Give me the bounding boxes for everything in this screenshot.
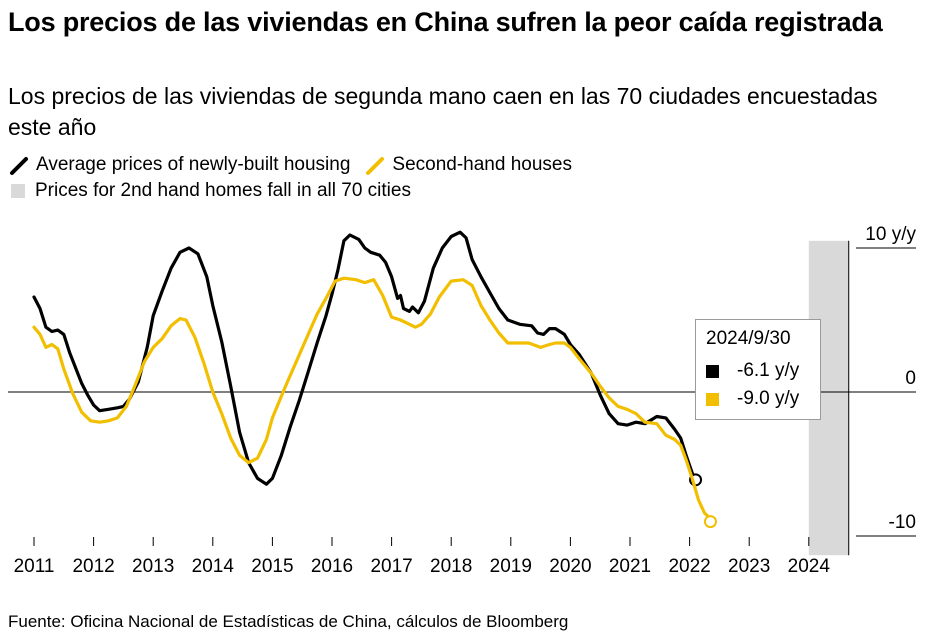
black-square-icon [706,364,719,378]
x-tick-label: 2022 [668,556,710,577]
legend-item-new-homes: Average prices of newly-built housing [8,152,350,178]
x-tick-label: 2017 [370,556,412,577]
tooltip-date: 2024/9/30 [706,328,791,349]
x-tick-label: 2023 [728,556,770,577]
tooltip: 2024/9/30 -6.1 y/y -9.0 y/y [695,319,821,420]
end-marker-second-hand [703,515,717,529]
x-tick-label: 2013 [132,556,174,577]
legend-label-shaded: Prices for 2nd hand homes fall in all 70… [35,180,411,201]
legend: Average prices of newly-built housing Se… [8,152,586,204]
legend-label-second-hand: Second-hand houses [392,154,572,175]
x-tick-label: 2020 [549,556,591,577]
tooltip-value-second-hand: -9.0 y/y [737,388,800,409]
x-tick-label: 2012 [72,556,114,577]
x-tick-label: 2021 [609,556,651,577]
grey-box-icon [11,184,25,198]
yellow-line-icon [364,154,386,176]
x-tick-label: 2011 [14,556,55,577]
y-tick-label: 0 [905,368,916,389]
tooltip-value-new-homes: -6.1 y/y [737,360,800,381]
x-tick-label: 2019 [490,556,532,577]
legend-row-shade: Prices for 2nd hand homes fall in all 70… [8,178,586,204]
y-tick-label: 10 y/y [865,224,916,245]
black-line-icon [8,154,30,176]
source-note: Fuente: Oficina Nacional de Estadísticas… [8,612,569,631]
legend-label-new-homes: Average prices of newly-built housing [36,154,351,175]
x-tick-label: 2018 [430,556,472,577]
tooltip-row-second-hand: -9.0 y/y [706,388,799,410]
legend-row-lines: Average prices of newly-built housing Se… [8,152,586,178]
x-tick-label: 2016 [311,556,353,577]
tooltip-row-new-homes: -6.1 y/y [706,360,799,382]
y-tick-label: -10 [889,512,916,533]
series-line-new-homes [32,230,698,486]
x-tick-label: 2014 [192,556,235,577]
yellow-square-icon [706,392,719,406]
legend-item-second-hand: Second-hand houses [364,152,572,178]
series-line-second-hand [32,276,713,524]
chart-subtitle: Los precios de las viviendas de segunda … [8,83,878,140]
x-tick-label: 2024 [788,556,831,577]
chart-title: Los precios de las viviendas en China su… [8,7,883,37]
x-tick-label: 2015 [251,556,293,577]
